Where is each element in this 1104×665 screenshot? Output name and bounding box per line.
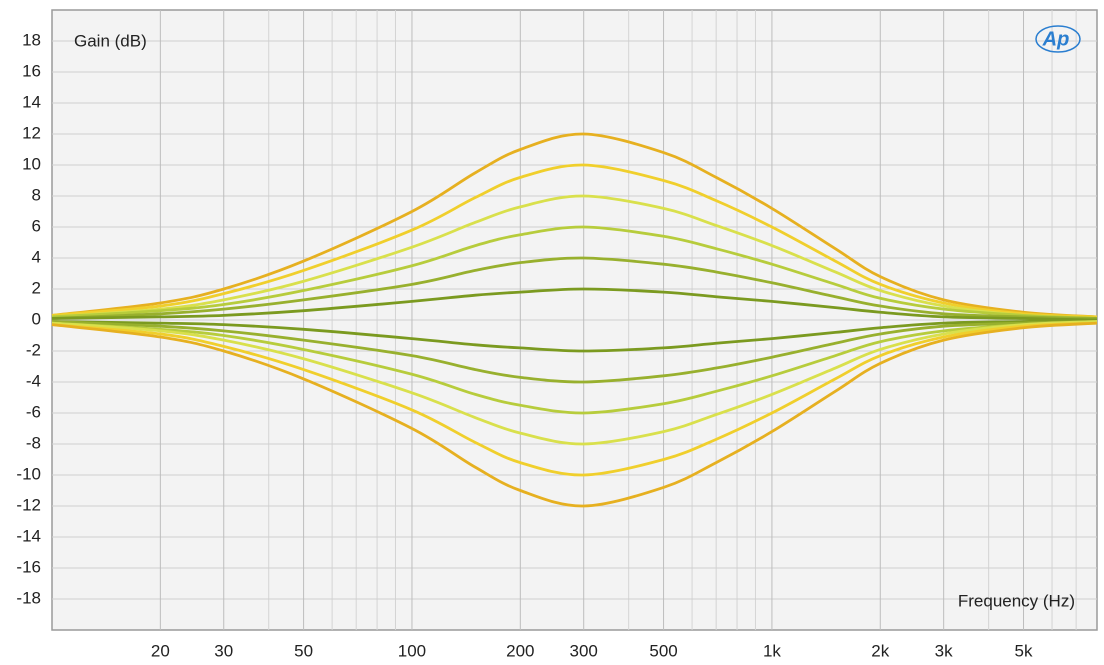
x-tick-label: 5k (1015, 641, 1033, 660)
x-axis-label: Frequency (Hz) (958, 591, 1075, 610)
y-tick-label: 8 (32, 185, 41, 204)
y-tick-label: 6 (32, 216, 41, 235)
line-series (51, 318, 1098, 353)
y-axis-label: Gain (dB) (74, 31, 147, 50)
line-series (51, 194, 1098, 320)
grid (52, 10, 1097, 630)
y-tick-label: 16 (22, 61, 41, 80)
y-tick-label: -10 (16, 464, 41, 483)
line-series (51, 320, 1098, 446)
line-series (51, 321, 1098, 508)
logo: Ap (1042, 28, 1070, 50)
x-tick-label: 100 (398, 641, 426, 660)
y-tick-label: 12 (22, 123, 41, 142)
line-series (51, 256, 1098, 320)
y-tick-label: -14 (16, 526, 41, 545)
x-tick-label: 30 (214, 641, 233, 660)
y-tick-label: -16 (16, 557, 41, 576)
x-tick-label: 1k (763, 641, 781, 660)
y-tick-label: 18 (22, 30, 41, 49)
x-tick-label: 200 (506, 641, 534, 660)
line-series (51, 225, 1098, 320)
y-tick-label: -12 (16, 495, 41, 514)
y-tick-label: 14 (22, 92, 41, 111)
line-series (51, 287, 1098, 322)
y-tick-label: 10 (22, 154, 41, 173)
x-tick-label: 20 (151, 641, 170, 660)
line-series (51, 320, 1098, 384)
y-tick-label: 0 (32, 309, 41, 328)
line-series (51, 321, 1098, 477)
y-tick-label: -6 (26, 402, 41, 421)
x-tick-label: 500 (649, 641, 677, 660)
y-tick-label: -18 (16, 588, 41, 607)
x-tick-label: 2k (871, 641, 889, 660)
y-tick-label: -4 (26, 371, 41, 390)
x-tick-label: 50 (294, 641, 313, 660)
x-tick-label: 300 (570, 641, 598, 660)
x-tick-label: 3k (935, 641, 953, 660)
logo-ring (1035, 25, 1081, 53)
y-tick-label: -2 (26, 340, 41, 359)
line-series (51, 132, 1098, 319)
curves (51, 132, 1098, 508)
line-series (51, 320, 1098, 415)
y-tick-label: -8 (26, 433, 41, 452)
y-tick-label: 4 (32, 247, 41, 266)
line-series (51, 163, 1098, 319)
y-tick-label: 2 (32, 278, 41, 297)
